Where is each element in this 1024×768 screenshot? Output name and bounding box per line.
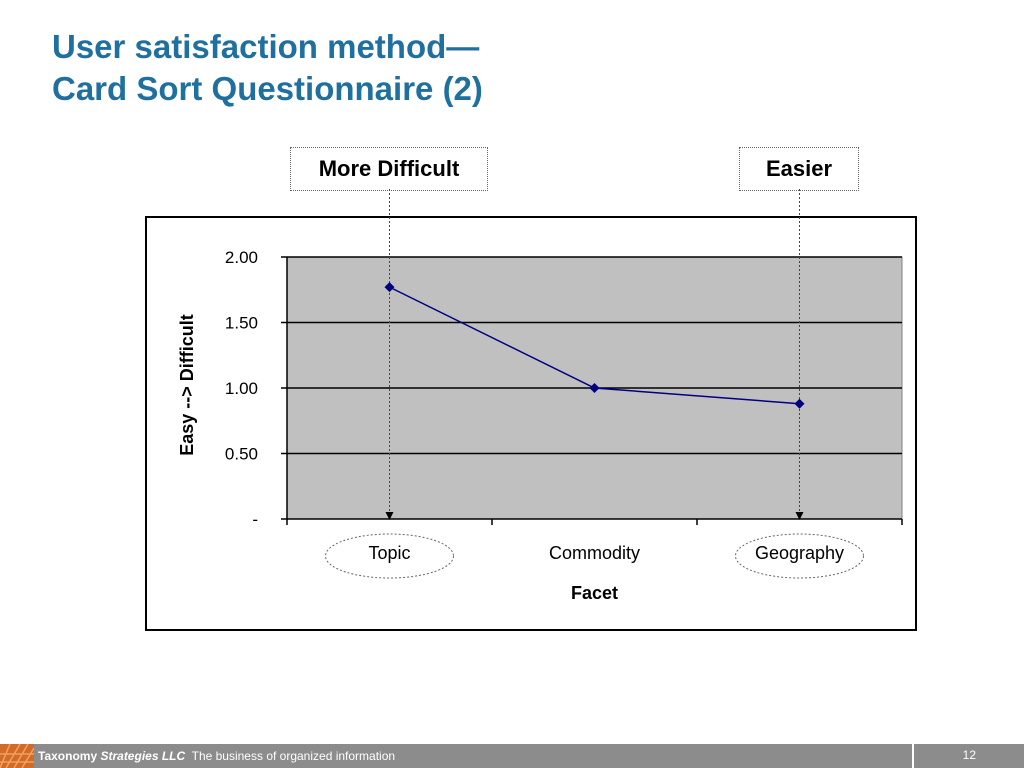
data-point-marker — [794, 398, 805, 409]
footer-company-italic: Strategies LLC — [100, 749, 186, 763]
x-tick-label: Topic — [368, 543, 410, 563]
y-tick-label: 1.00 — [225, 379, 258, 398]
data-point-marker — [589, 383, 600, 393]
page-number: 12 — [962, 748, 976, 762]
y-tick-label: - — [252, 510, 258, 529]
footer-bar: Taxonomy Strategies LLC The business of … — [0, 744, 1024, 768]
category-highlight-ellipse — [325, 533, 454, 579]
chart-svg: - 0.50 1.00 1.50 2.00 Topic Commodity Geography… — [177, 189, 903, 603]
slide-title: User satisfaction method— Card Sort Ques… — [52, 26, 483, 110]
y-tick-label: 0.50 — [225, 445, 258, 464]
callout-arrowhead — [795, 512, 804, 520]
title-line-2: Card Sort Questionnaire (2) — [52, 70, 483, 107]
category-highlight-ellipse — [735, 533, 864, 579]
y-tick-label: 2.00 — [225, 248, 258, 267]
y-axis-title: Easy --> Difficult — [177, 314, 197, 456]
company-logo-icon — [0, 744, 34, 768]
footer-text: Taxonomy Strategies LLC The business of … — [38, 749, 395, 763]
y-tick-label: 1.50 — [225, 314, 258, 333]
footer-separator — [912, 744, 914, 768]
title-line-1: User satisfaction method— — [52, 28, 480, 65]
footer-company: Taxonomy — [38, 749, 98, 763]
more-difficult-callout: More Difficult — [290, 147, 488, 191]
data-point-marker — [384, 282, 395, 293]
x-axis-title: Facet — [571, 583, 618, 603]
x-tick-label: Geography — [755, 543, 844, 563]
callout-arrowhead — [385, 512, 394, 520]
footer-tagline: The business of organized information — [191, 749, 396, 763]
x-tick-label: Commodity — [549, 543, 640, 563]
easier-callout: Easier — [739, 147, 859, 191]
